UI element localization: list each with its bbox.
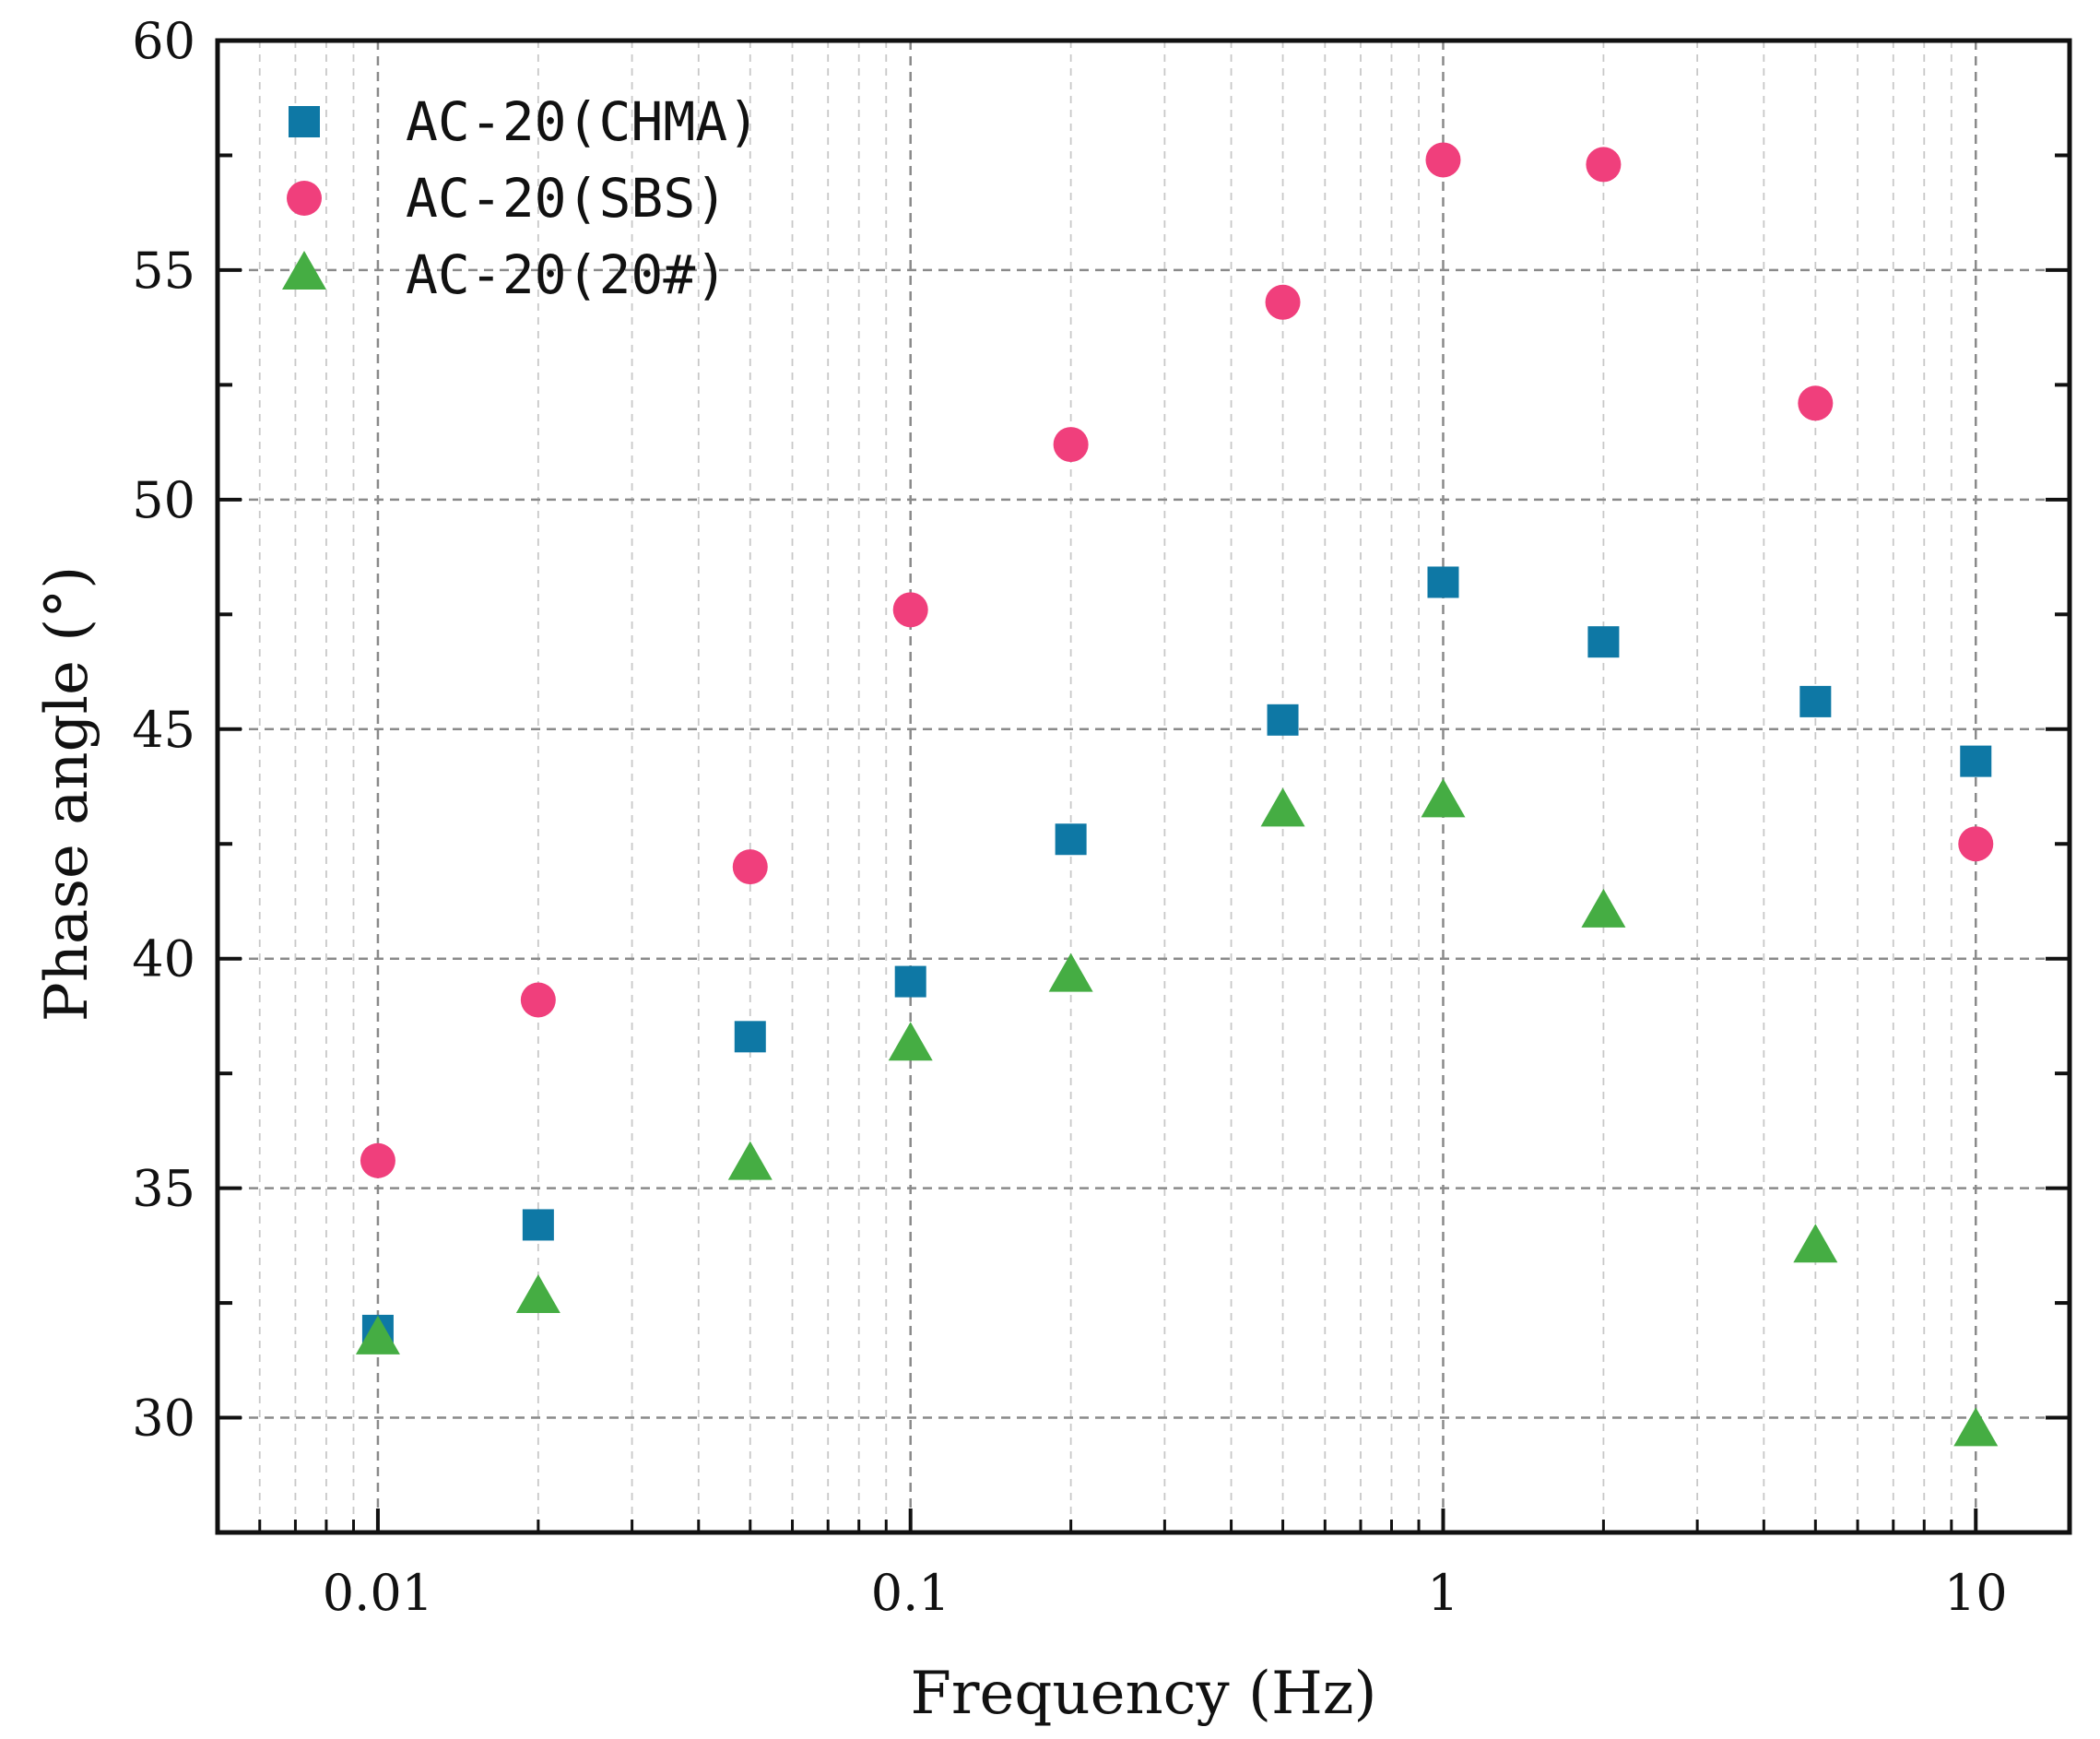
y-axis-title: Phase angle (°) [33, 566, 101, 1022]
square-point [1267, 704, 1299, 736]
legend-marker-circle [287, 181, 322, 216]
tick-labels: 0.01 0.1 1 10 30 35 40 45 50 55 60 [132, 12, 2007, 1622]
triangle-point [1793, 1224, 1838, 1263]
series-2 [355, 778, 1999, 1447]
series-1 [360, 142, 1994, 1178]
circle-point [520, 982, 556, 1018]
legend-entry-sbs: AC-20(SBS) [287, 167, 727, 230]
y-tick-label: 45 [132, 701, 195, 759]
y-tick-label: 60 [132, 12, 195, 70]
legend-triangle-marker-icon [282, 250, 326, 290]
square-point [894, 965, 926, 998]
y-tick-label: 50 [132, 471, 195, 529]
triangle-point [727, 1141, 773, 1180]
grid-lines [217, 41, 2070, 1532]
legend-label-sbs: AC-20(SBS) [406, 167, 727, 230]
legend-marker-square [289, 106, 320, 137]
triangle-point [1421, 778, 1466, 818]
y-tick-label: 40 [132, 930, 195, 988]
legend-label-chma: AC-20(CHMA) [406, 90, 760, 153]
triangle-point [1260, 787, 1305, 827]
circle-point [1053, 427, 1089, 463]
circle-point [1798, 385, 1834, 421]
y-tick-label: 55 [132, 242, 195, 300]
triangle-point [355, 1315, 400, 1355]
legend-circle-marker-icon [287, 181, 322, 216]
square-point [1055, 823, 1087, 856]
circle-point [1265, 284, 1301, 320]
series-0 [361, 566, 1992, 1346]
circle-point [1586, 147, 1622, 183]
x-tick-label: 0.1 [871, 1564, 950, 1622]
triangle-point [1048, 952, 1093, 992]
legend-marker-triangle [282, 250, 326, 290]
circle-point [892, 592, 928, 628]
circle-point [1425, 142, 1461, 178]
circle-point [732, 849, 768, 885]
legend: AC-20(CHMA) AC-20(SBS) AC-20(20#) [282, 90, 760, 306]
triangle-point [515, 1274, 560, 1314]
square-point [1799, 685, 1832, 717]
x-tick-label: 0.01 [323, 1564, 433, 1622]
square-point [734, 1021, 766, 1053]
circle-point [360, 1142, 395, 1178]
legend-entry-20: AC-20(20#) [282, 243, 727, 306]
square-point [1960, 745, 1992, 777]
circle-point [1958, 826, 1994, 862]
data-points [355, 142, 1999, 1447]
legend-square-marker-icon [289, 106, 320, 137]
square-point [1587, 626, 1620, 658]
x-tick-label: 10 [1944, 1564, 2008, 1622]
x-axis-title: Frequency (Hz) [911, 1660, 1377, 1728]
x-tick-label: 1 [1427, 1564, 1458, 1622]
square-point [1427, 566, 1459, 598]
y-tick-label: 30 [132, 1390, 195, 1448]
y-tick-label: 35 [132, 1160, 195, 1218]
triangle-point [1581, 888, 1626, 928]
plot-frame [215, 38, 2072, 1535]
triangle-point [1953, 1407, 1999, 1447]
triangle-point [888, 1022, 933, 1061]
legend-label-20: AC-20(20#) [406, 243, 727, 306]
legend-entry-chma: AC-20(CHMA) [289, 90, 760, 153]
square-point [522, 1209, 554, 1241]
